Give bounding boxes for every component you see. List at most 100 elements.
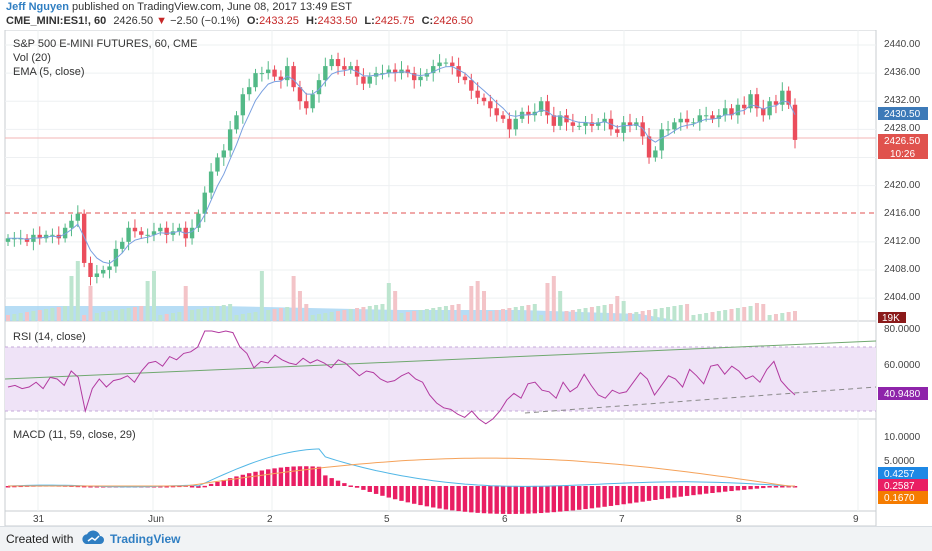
tradingview-cloud-icon[interactable]: [80, 529, 106, 550]
candle[interactable]: [557, 111, 563, 131]
candle[interactable]: [405, 65, 411, 78]
rsi-upper-trendline[interactable]: [4, 340, 877, 380]
candle[interactable]: [285, 57, 290, 87]
candle[interactable]: [697, 108, 702, 131]
candle[interactable]: [500, 111, 506, 124]
candle[interactable]: [348, 61, 353, 74]
candle[interactable]: [196, 209, 201, 232]
candle[interactable]: [94, 265, 100, 284]
candle[interactable]: [653, 146, 658, 162]
candle[interactable]: [139, 227, 144, 240]
candle[interactable]: [583, 116, 588, 135]
candle[interactable]: [792, 98, 798, 149]
candle[interactable]: [221, 144, 226, 166]
chart-canvas[interactable]: S&P 500 E-MINI FUTURES, 60, CME Vol (20)…: [0, 30, 932, 526]
price-pane[interactable]: [4, 30, 877, 322]
candle[interactable]: [253, 68, 258, 92]
candle[interactable]: [120, 237, 125, 254]
candle[interactable]: [538, 97, 544, 117]
candle[interactable]: [24, 234, 30, 247]
candle[interactable]: [5, 234, 11, 247]
candle[interactable]: [62, 223, 68, 243]
candle[interactable]: [113, 240, 119, 273]
candle[interactable]: [780, 82, 785, 112]
candle[interactable]: [627, 113, 633, 133]
candle[interactable]: [177, 223, 182, 236]
candle[interactable]: [101, 265, 106, 278]
candle[interactable]: [481, 93, 487, 106]
candle[interactable]: [145, 228, 150, 244]
candle[interactable]: [329, 54, 334, 71]
candle[interactable]: [126, 221, 131, 251]
candle[interactable]: [411, 66, 417, 89]
candle[interactable]: [234, 111, 239, 134]
candle[interactable]: [494, 99, 499, 122]
candle[interactable]: [335, 52, 341, 75]
candle[interactable]: [151, 222, 157, 242]
candle[interactable]: [786, 86, 791, 109]
candle[interactable]: [215, 153, 220, 176]
candle[interactable]: [646, 127, 652, 164]
candle[interactable]: [437, 54, 442, 73]
candle[interactable]: [443, 58, 449, 67]
candle[interactable]: [577, 121, 582, 131]
candle[interactable]: [259, 66, 265, 82]
price-axis[interactable]: 2440.00 2436.00 2432.00 2428.00 2424.00 …: [884, 39, 921, 303]
candle[interactable]: [659, 123, 664, 159]
candle[interactable]: [380, 64, 385, 80]
candle[interactable]: [678, 112, 683, 131]
candle[interactable]: [12, 231, 17, 247]
candle[interactable]: [164, 221, 169, 244]
candle[interactable]: [297, 80, 303, 110]
candle[interactable]: [304, 92, 309, 115]
candle[interactable]: [710, 111, 715, 124]
candle[interactable]: [545, 94, 550, 124]
candle[interactable]: [240, 87, 246, 124]
candle[interactable]: [761, 99, 766, 122]
candle[interactable]: [507, 112, 512, 138]
candle[interactable]: [37, 226, 42, 245]
candle[interactable]: [418, 68, 423, 87]
candle[interactable]: [488, 94, 493, 117]
candle[interactable]: [767, 97, 772, 120]
candle[interactable]: [18, 229, 23, 245]
candle[interactable]: [729, 104, 734, 120]
candle[interactable]: [773, 94, 779, 114]
candle[interactable]: [386, 65, 392, 78]
candle[interactable]: [227, 120, 233, 157]
candle[interactable]: [342, 57, 347, 76]
candle[interactable]: [208, 163, 214, 199]
candle[interactable]: [564, 108, 569, 131]
candle[interactable]: [361, 68, 366, 90]
candle[interactable]: [742, 96, 747, 115]
candle[interactable]: [570, 113, 576, 133]
candle[interactable]: [132, 219, 138, 238]
author-name[interactable]: Jeff Nguyen: [6, 1, 69, 13]
candle[interactable]: [316, 73, 322, 103]
time-axis[interactable]: [4, 510, 877, 526]
candle[interactable]: [513, 110, 518, 136]
candle[interactable]: [469, 73, 474, 100]
candle[interactable]: [450, 56, 455, 75]
tradingview-brand[interactable]: TradingView: [110, 532, 181, 546]
candle[interactable]: [665, 120, 671, 136]
candle[interactable]: [158, 223, 163, 236]
candle[interactable]: [596, 118, 601, 131]
candle[interactable]: [81, 209, 87, 268]
candle[interactable]: [754, 87, 760, 117]
candle[interactable]: [88, 256, 93, 286]
candle[interactable]: [278, 70, 284, 89]
rsi-lower-trendline[interactable]: [524, 386, 877, 414]
candle[interactable]: [462, 72, 468, 85]
candle[interactable]: [272, 65, 277, 81]
candle[interactable]: [748, 89, 753, 113]
candle[interactable]: [621, 116, 626, 142]
candle[interactable]: [722, 99, 728, 122]
candle[interactable]: [551, 106, 557, 133]
candle[interactable]: [266, 61, 271, 80]
candle[interactable]: [69, 214, 74, 237]
candle[interactable]: [75, 205, 81, 228]
candle[interactable]: [202, 186, 207, 223]
candle[interactable]: [246, 78, 252, 101]
candle[interactable]: [291, 61, 296, 92]
